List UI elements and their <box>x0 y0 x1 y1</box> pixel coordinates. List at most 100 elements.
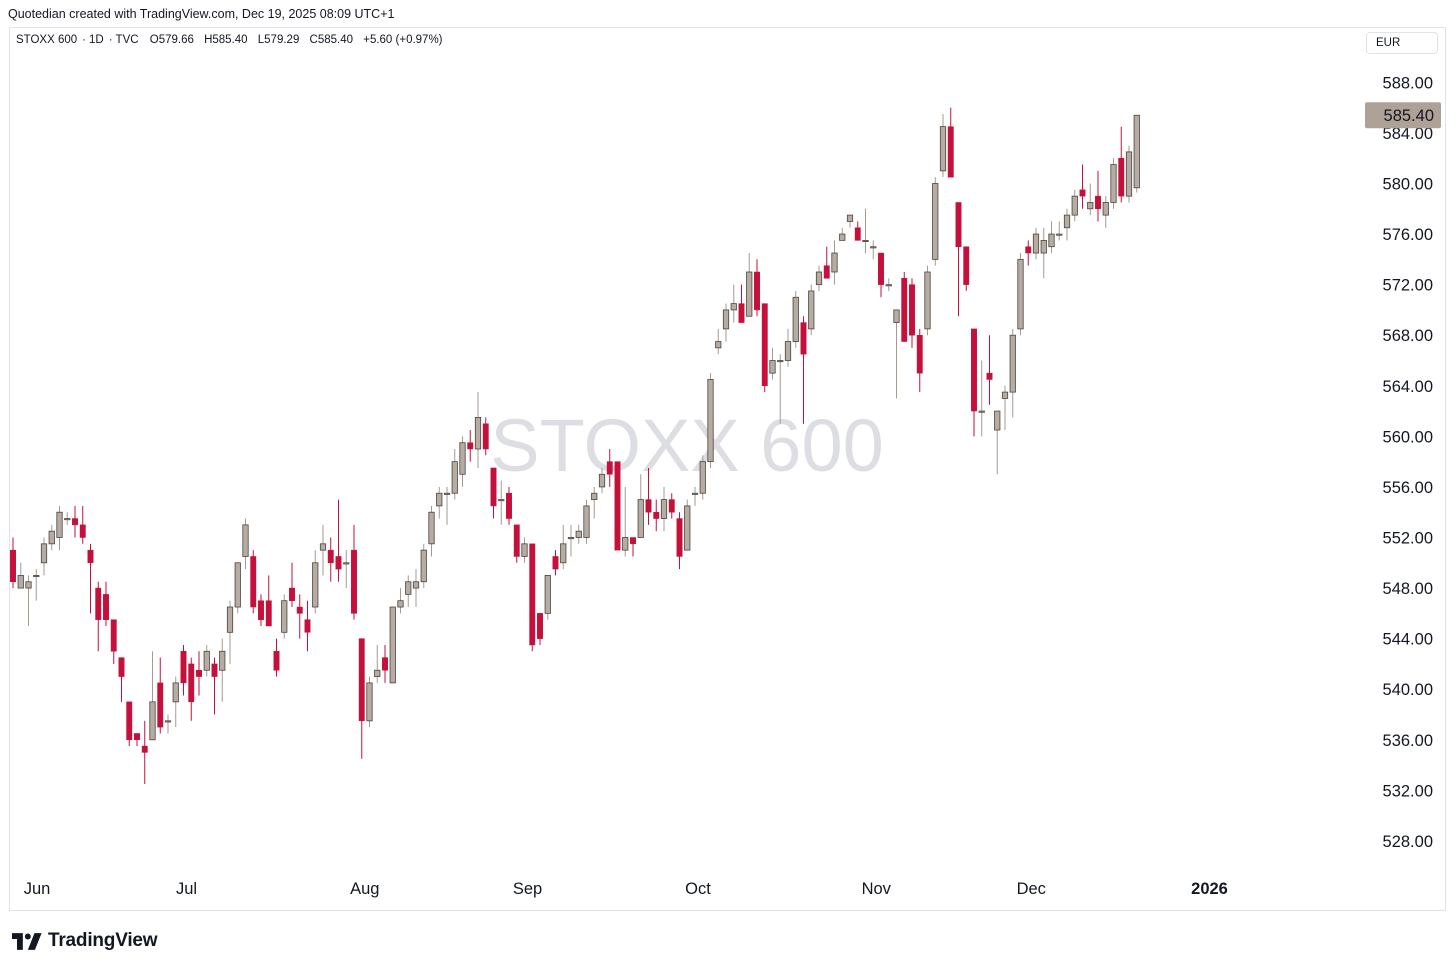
candle-body <box>870 246 877 249</box>
candle-body <box>924 271 931 330</box>
candle-body <box>722 309 730 330</box>
tradingview-logo[interactable]: TradingView <box>12 928 158 954</box>
candle-body <box>1001 391 1009 399</box>
price-axis[interactable]: 528.00 532.00 536.00 540.00 544.00 548.00 552.… <box>1383 74 1433 851</box>
candle-body <box>1009 334 1016 393</box>
candle-body <box>40 543 48 564</box>
price-tick-label: 568.00 <box>1383 327 1433 345</box>
price-tick-label: 528.00 <box>1383 833 1433 851</box>
candle-body <box>1087 202 1094 210</box>
candle-body <box>839 233 846 241</box>
candle-body <box>126 701 133 741</box>
candle-body <box>560 543 567 564</box>
candle-body <box>691 492 699 495</box>
candle-body <box>909 284 915 336</box>
candle-body <box>521 543 528 557</box>
legend-low: L579.29 <box>257 34 300 46</box>
chart-credit: Quotedian created with TradingView.com, … <box>8 7 395 21</box>
candle-body <box>513 524 520 557</box>
time-tick-label: Oct <box>685 880 711 898</box>
price-tick-label: 588.00 <box>1383 74 1433 92</box>
candle-body <box>947 126 954 178</box>
candle-body <box>754 271 760 311</box>
candle-body <box>1063 214 1071 229</box>
candle-body <box>242 524 249 557</box>
candle-body <box>188 663 195 703</box>
legend-open: O579.66 <box>149 34 194 46</box>
candle-body <box>273 651 280 671</box>
candle-body <box>955 202 962 247</box>
candle-body <box>676 518 683 557</box>
tradingview-logo-text: TradingView <box>48 930 158 951</box>
candle-body <box>939 126 947 172</box>
price-tick-label: 544.00 <box>1383 631 1433 649</box>
candle-body <box>893 309 900 323</box>
candle-body <box>715 341 722 349</box>
candles-layer <box>10 107 1140 785</box>
symbol-watermark: STOXX 600 <box>490 404 884 487</box>
legend-symbol[interactable]: STOXX 600 <box>16 34 78 46</box>
candle-body <box>467 442 474 450</box>
candle-body <box>79 524 86 538</box>
candle-body <box>382 657 388 671</box>
candle-body <box>792 296 799 342</box>
price-tick-label: 584.00 <box>1383 125 1433 143</box>
candle-body <box>443 492 451 495</box>
candle-body <box>598 473 606 488</box>
candle-body <box>72 518 78 526</box>
candle-body <box>784 341 792 361</box>
candle-body <box>986 372 993 380</box>
candle-body <box>660 499 668 519</box>
candle-body <box>327 549 334 564</box>
candle-body <box>1102 202 1109 216</box>
price-tick-label: 536.00 <box>1383 732 1433 750</box>
candle-body <box>281 600 288 633</box>
candle-body <box>87 549 94 564</box>
candle-body <box>738 303 745 323</box>
candle-body <box>157 682 164 728</box>
candle-body <box>823 265 830 279</box>
legend-interval[interactable]: 1D <box>89 34 104 46</box>
candle-body <box>482 423 489 450</box>
candle-body <box>932 183 939 260</box>
candle-body <box>219 650 226 671</box>
candle-body <box>459 442 466 475</box>
legend-separator: · <box>108 34 113 46</box>
currency-selector[interactable]: EUR <box>1366 32 1438 54</box>
candle-body <box>389 606 396 684</box>
candle-body <box>134 733 140 741</box>
candle-body <box>699 461 706 494</box>
candle-body <box>1040 239 1047 254</box>
candle-body <box>351 549 357 614</box>
candle-body <box>17 575 24 589</box>
candle-body <box>963 246 970 285</box>
candle-body <box>854 227 861 241</box>
candle-body <box>544 575 551 614</box>
candle-body <box>1017 258 1024 330</box>
candle-body <box>211 663 218 677</box>
legend-separator: · <box>82 34 86 46</box>
candle-body <box>878 252 884 285</box>
candle-body <box>746 271 753 317</box>
candle-body <box>118 657 125 677</box>
candle-body <box>1071 195 1078 216</box>
candle-body <box>567 537 575 540</box>
candle-body <box>25 581 32 589</box>
candle-body <box>304 619 311 633</box>
time-axis[interactable]: Jun Jul Aug Sep Oct Nov Dec 2026 <box>24 880 1228 898</box>
candle-body <box>777 360 784 363</box>
candle-body <box>258 600 264 620</box>
candle-body <box>1110 164 1117 203</box>
candle-body <box>312 562 319 608</box>
price-tick-label: 564.00 <box>1383 378 1433 396</box>
price-tick-label: 576.00 <box>1383 226 1433 244</box>
price-tick-label: 556.00 <box>1383 479 1433 497</box>
candle-body <box>343 562 350 565</box>
legend-close: C585.40 <box>309 34 354 46</box>
ohlc-legend: STOXX 600 · 1D · TVC O579.66 H585.40 L579.29… <box>16 34 445 46</box>
candle-body <box>1032 233 1040 254</box>
candle-body <box>1118 157 1125 197</box>
last-price-tag: 585.40 <box>1365 102 1441 129</box>
candle-body <box>490 467 497 507</box>
